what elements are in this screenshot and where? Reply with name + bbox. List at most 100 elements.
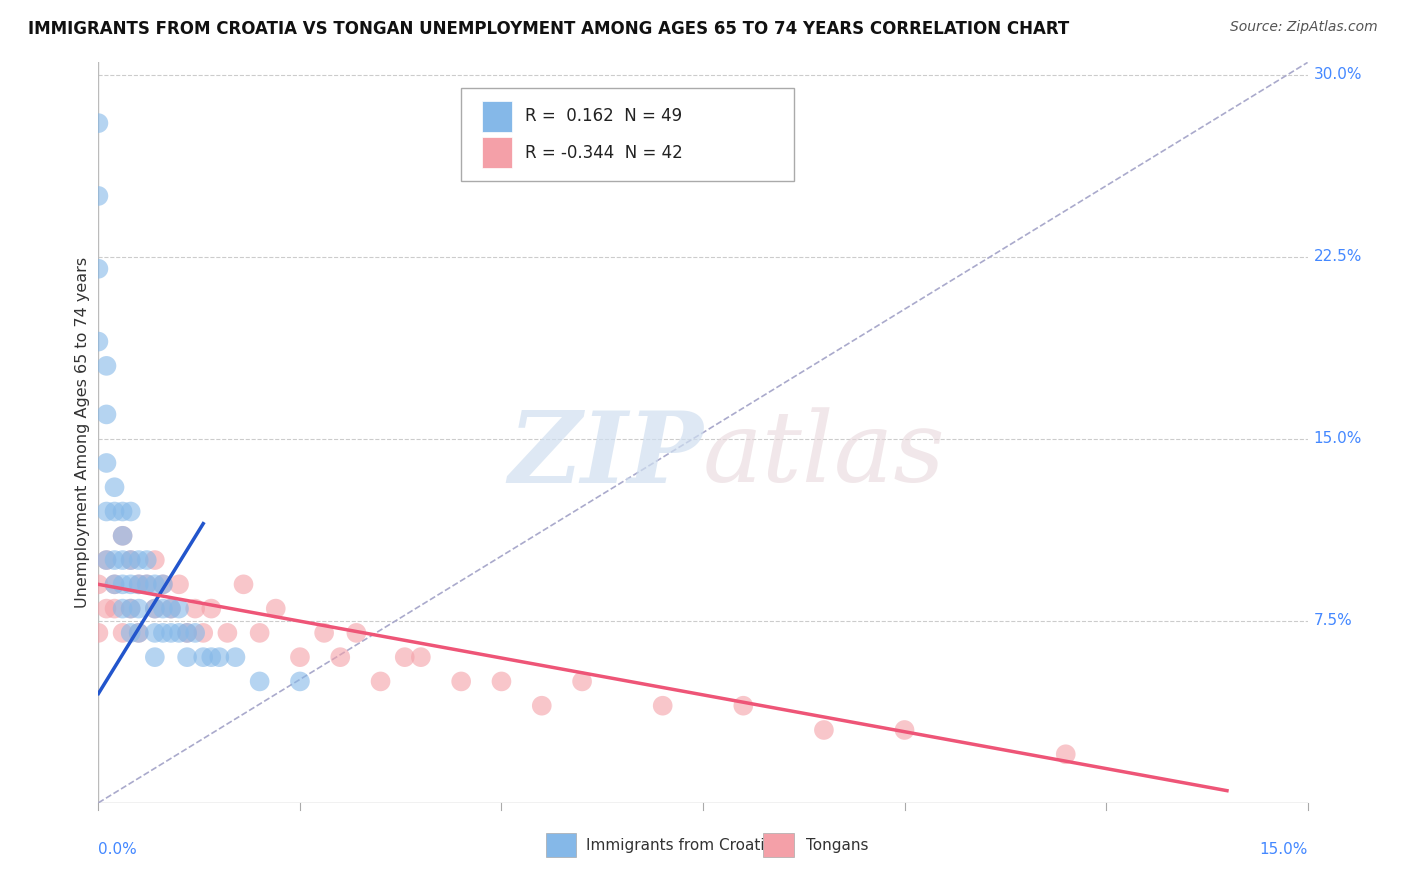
Point — [370, 674, 392, 689]
Point — [87, 116, 110, 130]
Text: Source: ZipAtlas.com: Source: ZipAtlas.com — [1230, 20, 1378, 34]
Point — [409, 650, 432, 665]
Point — [184, 601, 207, 615]
Point — [193, 626, 215, 640]
Text: 0.0%: 0.0% — [98, 842, 138, 856]
Text: 15.0%: 15.0% — [1260, 842, 1308, 856]
Point — [288, 650, 311, 665]
Point — [530, 698, 553, 713]
Point — [813, 723, 835, 737]
Point — [143, 601, 166, 615]
Point — [120, 577, 142, 591]
Point — [160, 601, 183, 615]
Point — [249, 674, 271, 689]
Point — [1054, 747, 1077, 762]
Point — [160, 601, 183, 615]
Point — [288, 674, 311, 689]
Point — [152, 577, 174, 591]
FancyBboxPatch shape — [461, 88, 793, 181]
Point — [87, 334, 110, 349]
Bar — [482, 137, 512, 169]
Point — [167, 626, 190, 640]
Point — [176, 626, 198, 640]
Point — [167, 577, 190, 591]
Point — [394, 650, 416, 665]
Point — [184, 626, 207, 640]
Point — [87, 577, 110, 591]
Point — [217, 626, 239, 640]
Bar — [763, 833, 794, 857]
Point — [249, 626, 271, 640]
Point — [96, 408, 118, 422]
Point — [96, 601, 118, 615]
Point — [167, 601, 190, 615]
Point — [96, 456, 118, 470]
Point — [152, 577, 174, 591]
Point — [87, 189, 110, 203]
Point — [893, 723, 915, 737]
Point — [103, 577, 125, 591]
Point — [450, 674, 472, 689]
Point — [160, 626, 183, 640]
Point — [103, 504, 125, 518]
Point — [232, 577, 254, 591]
Point — [143, 650, 166, 665]
Point — [143, 601, 166, 615]
Point — [87, 261, 110, 276]
Point — [571, 674, 593, 689]
Point — [111, 529, 134, 543]
Point — [176, 626, 198, 640]
Point — [193, 650, 215, 665]
Point — [135, 577, 157, 591]
Point — [111, 553, 134, 567]
Point — [87, 626, 110, 640]
Point — [120, 626, 142, 640]
Point — [111, 601, 134, 615]
Point — [111, 577, 134, 591]
Point — [733, 698, 755, 713]
Point — [128, 601, 150, 615]
Point — [208, 650, 231, 665]
Text: 7.5%: 7.5% — [1313, 613, 1353, 628]
Point — [103, 480, 125, 494]
Bar — [546, 833, 576, 857]
Text: R = -0.344  N = 42: R = -0.344 N = 42 — [526, 144, 683, 161]
Point — [200, 650, 222, 665]
Point — [111, 529, 134, 543]
Text: IMMIGRANTS FROM CROATIA VS TONGAN UNEMPLOYMENT AMONG AGES 65 TO 74 YEARS CORRELA: IMMIGRANTS FROM CROATIA VS TONGAN UNEMPL… — [28, 20, 1070, 37]
Point — [103, 577, 125, 591]
Point — [651, 698, 673, 713]
Point — [143, 553, 166, 567]
Point — [128, 626, 150, 640]
Point — [96, 553, 118, 567]
Point — [96, 504, 118, 518]
Text: ZIP: ZIP — [508, 407, 703, 503]
Point — [176, 650, 198, 665]
Point — [103, 553, 125, 567]
Text: 22.5%: 22.5% — [1313, 249, 1362, 264]
Text: atlas: atlas — [703, 407, 946, 502]
Point — [128, 626, 150, 640]
Point — [152, 601, 174, 615]
Point — [96, 553, 118, 567]
Point — [135, 577, 157, 591]
Point — [120, 553, 142, 567]
Point — [111, 504, 134, 518]
Point — [314, 626, 336, 640]
Point — [120, 504, 142, 518]
Point — [143, 626, 166, 640]
Point — [200, 601, 222, 615]
Point — [224, 650, 246, 665]
Text: 30.0%: 30.0% — [1313, 67, 1362, 82]
Point — [329, 650, 352, 665]
Y-axis label: Unemployment Among Ages 65 to 74 years: Unemployment Among Ages 65 to 74 years — [75, 257, 90, 608]
Point — [344, 626, 367, 640]
Point — [264, 601, 287, 615]
Text: 15.0%: 15.0% — [1313, 431, 1362, 446]
Point — [135, 553, 157, 567]
Point — [120, 553, 142, 567]
Point — [491, 674, 513, 689]
Point — [120, 601, 142, 615]
Point — [128, 577, 150, 591]
Text: R =  0.162  N = 49: R = 0.162 N = 49 — [526, 108, 682, 126]
